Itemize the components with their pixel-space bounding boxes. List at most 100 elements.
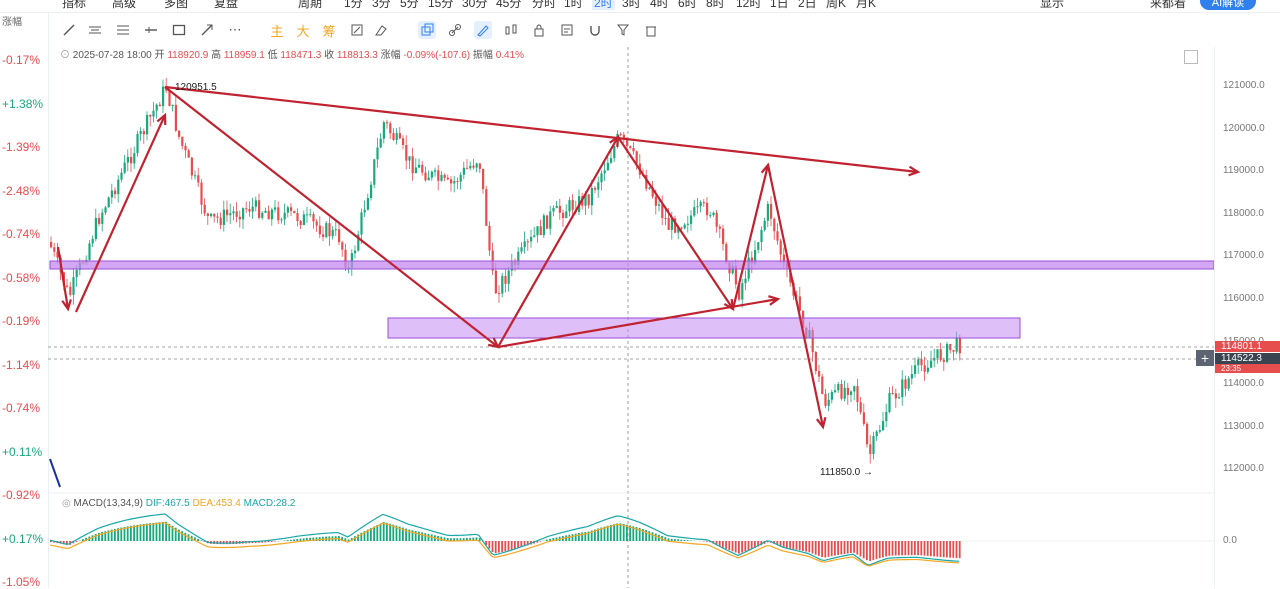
watchlist-change[interactable]: -1.39% [2,140,48,154]
period-1d[interactable]: 1日 [770,0,789,10]
macd-bar [840,541,842,554]
candle-body [920,359,922,365]
watchlist-change[interactable]: -0.92% [2,488,48,502]
period-menu[interactable]: 周期 [298,0,322,10]
candle-body [847,388,849,395]
watchlist-change[interactable]: +0.17% [2,532,48,546]
period-3m[interactable]: 3分 [372,0,391,10]
period-week[interactable]: 周K [826,0,846,10]
watchlist-change[interactable]: -0.58% [2,271,48,285]
watchlist-change[interactable]: -2.48% [2,184,48,198]
add-line-button[interactable]: + [1196,350,1214,366]
period-3h[interactable]: 3时 [622,0,641,10]
candle-body [434,170,436,171]
candle-body [95,218,97,239]
macd-bar [575,534,577,541]
watchlist-change[interactable]: -0.74% [2,227,48,241]
period-12h[interactable]: 12时 [736,0,761,10]
period-1m[interactable]: 1分 [344,0,363,10]
candle-body [706,203,708,215]
period-8h[interactable]: 8时 [706,0,725,10]
layers-icon[interactable] [418,21,436,39]
big-label[interactable]: 大 [294,21,312,39]
watchlist-change[interactable]: -0.19% [2,314,48,328]
period-5m[interactable]: 5分 [400,0,419,10]
price-axis-label: 113000.0 [1223,421,1264,432]
note-icon[interactable] [558,21,576,39]
candle-body [744,279,746,284]
period-15m[interactable]: 15分 [428,0,453,10]
price-axis-label: 118000.0 [1223,208,1264,219]
candle-body [428,178,430,181]
macd-bar [751,541,753,549]
macd-bar [671,539,673,541]
ai-interpret-button[interactable]: AI解读 [1200,0,1256,10]
candle-body [872,436,874,454]
candle-body [280,219,282,220]
macd-bar [386,523,388,541]
macd-bar [863,541,865,558]
filter-icon[interactable] [614,21,632,39]
replay-menu[interactable]: 复盘 [214,0,238,10]
trash-icon[interactable] [642,21,660,39]
rectangle-icon[interactable] [170,21,188,39]
macd-bar [620,523,622,541]
watchlist-change[interactable]: +0.11% [2,445,48,459]
display-menu[interactable]: 显示 [1040,0,1064,10]
candle-body [242,208,244,219]
magnet-icon[interactable] [586,21,604,39]
candle-body [530,237,532,242]
trend-arrow [165,87,918,172]
candle-body [373,159,375,184]
arrow-line-icon[interactable] [198,21,216,39]
horizontal-lines-icon[interactable] [114,21,132,39]
period-1h[interactable]: 1时 [564,0,583,10]
horizontal-ray-icon[interactable] [142,21,160,39]
macd-bar [418,532,420,541]
eye-icon[interactable]: ◎ [62,498,71,509]
watchlist-change[interactable]: +1.38% [2,97,48,111]
candle-body [476,164,478,168]
candle-body [648,187,650,188]
candle-body [319,226,321,235]
eraser-icon[interactable] [372,21,390,39]
period-45m[interactable]: 45分 [496,0,521,10]
indicator-menu[interactable]: 指标 [62,0,86,10]
period-4h[interactable]: 4时 [650,0,669,10]
multi-chart-menu[interactable]: 多图 [164,0,188,10]
watchlist-change[interactable]: -1.14% [2,358,48,372]
brush-icon[interactable] [474,21,492,39]
watchlist-change[interactable]: -0.17% [2,53,48,67]
candle-body [175,105,177,131]
candle-type-icon[interactable] [502,21,520,39]
period-2h[interactable]: 2时 [592,0,615,10]
candle-body [146,115,148,134]
parallel-lines-icon[interactable] [86,21,104,39]
candle-body [562,213,564,218]
viewers-menu[interactable]: 来都看 [1150,0,1186,10]
watchlist-change[interactable]: -1.05% [2,575,48,589]
pen-icon[interactable] [348,21,366,39]
period-6h[interactable]: 6时 [678,0,697,10]
advanced-menu[interactable]: 高级 [112,0,136,10]
low-annotation: 111850.0 → [820,467,873,478]
candle-body [911,374,913,378]
macd-bar [940,541,942,557]
period-month[interactable]: 月K [856,0,876,10]
candle-body [306,214,308,215]
candle-body [360,212,362,234]
candle-body [632,148,634,151]
chip-label[interactable]: 筹 [320,21,338,39]
more-dots-icon[interactable]: ⋯ [226,21,244,39]
main-label[interactable]: 主 [268,21,286,39]
period-timeshare[interactable]: 分时 [532,0,556,10]
trendline-icon[interactable] [60,21,78,39]
top-toolbar: 指标 高级 多图 复盘 周期 1分 3分 5分 15分 30分 45分 分时 1… [0,0,1280,13]
link-icon[interactable] [446,21,464,39]
candle-body [844,388,846,399]
period-30m[interactable]: 30分 [462,0,487,10]
period-2d[interactable]: 2日 [798,0,817,10]
watchlist-change[interactable]: -0.74% [2,401,48,415]
lock-icon[interactable] [530,21,548,39]
